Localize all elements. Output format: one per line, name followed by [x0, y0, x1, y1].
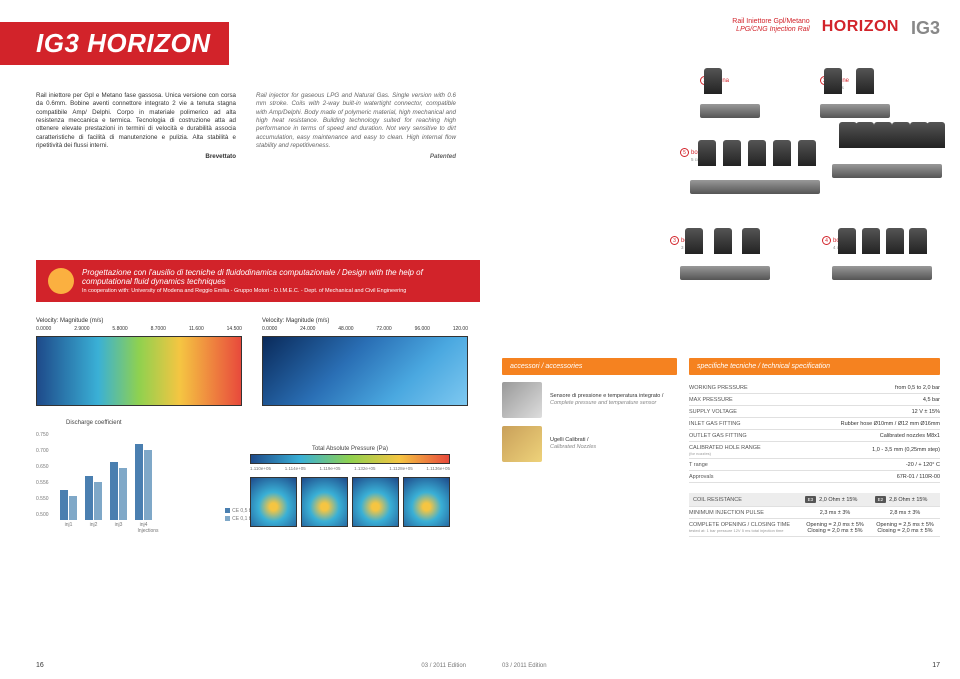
- cfd-badge-icon: [48, 268, 74, 294]
- spec-row: SUPPLY VOLTAGE12 V ± 15%: [689, 406, 940, 418]
- spec-row: Approvals67R-01 / 110R-00: [689, 471, 940, 483]
- p-img-2: [301, 477, 348, 527]
- intro-columns: Rail iniettore per Gpl e Metano fase gas…: [36, 92, 456, 161]
- spec-row: T range-20 / + 120° C: [689, 459, 940, 471]
- rail-1-coil: 1bobina1 coil: [700, 86, 760, 118]
- brevettato: Brevettato: [36, 153, 236, 161]
- accessory-sensor: Sensore di pressione e temperatura integ…: [502, 382, 677, 418]
- right-page-num: 17: [932, 662, 940, 669]
- accessories-header: accessori / accessories: [502, 358, 677, 375]
- dc-title: Discharge coefficient: [66, 420, 236, 426]
- intro-it-text: Rail iniettore per Gpl e Metano fase gas…: [36, 92, 236, 149]
- patented: Patented: [256, 153, 456, 161]
- p-img-1: [250, 477, 297, 527]
- right-page: Rail Iniettore Gpl/Metano LPG/CNG Inject…: [480, 0, 960, 679]
- accessories-list: Sensore di pressione e temperatura integ…: [502, 382, 677, 470]
- rail-6-coil: [832, 140, 942, 178]
- dc-bars: [60, 430, 236, 520]
- accessory-nozzles: Ugelli Calibrati / Calibrated Nozzles: [502, 426, 677, 462]
- section-headers: accessori / accessories specifiche tecni…: [502, 358, 940, 375]
- vel2-title: Velocity: Magnitude (m/s): [262, 318, 468, 324]
- header-horizon: HORIZON: [822, 18, 899, 36]
- header-subtitle: Rail Iniettore Gpl/Metano LPG/CNG Inject…: [732, 18, 809, 35]
- dc-y-axis: 0.750 0.700 0.650 0.556 0.550 0.500: [36, 432, 49, 528]
- vel1-scale: 0.0000 2.9000 5.8000 8.7000 11.600 14.50…: [36, 326, 242, 332]
- spec-dual-row: MINIMUM INJECTION PULSE2,3 ms ± 3%2,8 ms…: [689, 507, 940, 519]
- cfd-image-2: [262, 336, 468, 406]
- spec-row: MAX PRESSURE4,5 bar: [689, 394, 940, 406]
- p-title: Total Absolute Pressure (Pa): [250, 446, 450, 452]
- nozzles-image: [502, 426, 542, 462]
- pressure-colorbar: [250, 454, 450, 464]
- rail-5-coil: 5bobine5 coils: [690, 158, 820, 194]
- spec-row: OUTLET GAS FITTINGCalibrated nozzles M8x…: [689, 430, 940, 442]
- vel2-scale: 0.0000 24.000 48.000 72.000 96.000 120.0…: [262, 326, 468, 332]
- cfd-image-1: [36, 336, 242, 406]
- cfd-charts: Velocity: Magnitude (m/s) 0.0000 2.9000 …: [36, 318, 468, 406]
- intro-en-text: Rail injector for gaseous LPG and Natura…: [256, 92, 456, 149]
- vel1-title: Velocity: Magnitude (m/s): [36, 318, 242, 324]
- left-edition: 03 / 2011 Edition: [421, 663, 466, 669]
- sensor-image: [502, 382, 542, 418]
- intro-en: Rail injector for gaseous LPG and Natura…: [256, 92, 456, 161]
- pressure-images: [250, 477, 450, 527]
- dc-x-label: Injections: [60, 528, 236, 534]
- cfd-title: Progettazione con l'ausilio di tecniche …: [48, 268, 468, 286]
- p-img-4: [403, 477, 450, 527]
- intro-it: Rail iniettore per Gpl e Metano fase gas…: [36, 92, 236, 161]
- rail-2-coil: 2bobine2 coils: [820, 86, 890, 118]
- header-ig3: IG3: [911, 18, 940, 39]
- left-page-num: 16: [36, 662, 44, 669]
- rail-4-coil: 4bobine4 coils: [832, 246, 932, 280]
- left-page: IG3 HORIZON Rail iniettore per Gpl e Met…: [0, 0, 480, 679]
- p-scale: 1.110e+05 1.114e+05 1.119e+05 1.132e+05 …: [250, 466, 450, 471]
- p-img-3: [352, 477, 399, 527]
- cfd-subtitle: In cooperation with: University of Moden…: [48, 288, 468, 294]
- velocity-chart-1: Velocity: Magnitude (m/s) 0.0000 2.9000 …: [36, 318, 242, 406]
- spec-dual-row: COMPLETE OPENING / CLOSING TIMEtested at…: [689, 519, 940, 537]
- velocity-chart-2: Velocity: Magnitude (m/s) 0.0000 24.000 …: [262, 318, 468, 406]
- right-header: Rail Iniettore Gpl/Metano LPG/CNG Inject…: [732, 18, 940, 39]
- pressure-chart: Total Absolute Pressure (Pa) 1.110e+05 1…: [250, 446, 450, 527]
- spec-header: specifiche tecniche / technical specific…: [689, 358, 940, 375]
- spec-row: WORKING PRESSUREfrom 0,5 to 2,0 bar: [689, 382, 940, 394]
- product-title: IG3 HORIZON: [0, 22, 229, 65]
- spec-row: CALIBRATED HOLE RANGE(for nozzles)1,0 - …: [689, 442, 940, 459]
- spec-table: WORKING PRESSUREfrom 0,5 to 2,0 barMAX P…: [689, 382, 940, 537]
- discharge-chart: Discharge coefficient 0.750 0.700 0.650 …: [36, 420, 236, 534]
- right-edition: 03 / 2011 Edition: [502, 663, 547, 669]
- spec-row: INLET GAS FITTINGRubber hose Ø10mm / Ø12…: [689, 418, 940, 430]
- spec-dual-row: COIL RESISTANCEE32,0 Ohm ± 15%E22,8 Ohm …: [689, 493, 940, 507]
- cfd-banner: Progettazione con l'ausilio di tecniche …: [36, 260, 480, 302]
- rail-3-coil: 3bobine3 coils: [680, 246, 770, 280]
